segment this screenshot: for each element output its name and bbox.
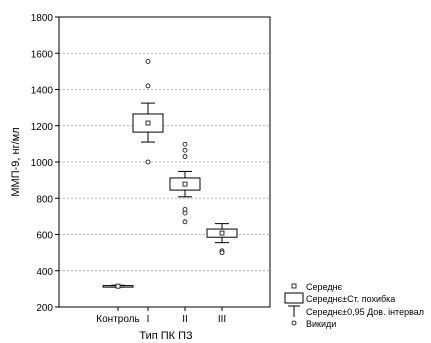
- outlier-point: [145, 83, 151, 89]
- mean-marker: [182, 181, 188, 187]
- outlier-point: [145, 159, 151, 165]
- outlier-point: [182, 154, 188, 159]
- legend: Середнє Середнє±Ст. похибка Середнє±0,95 Д…: [284, 282, 424, 329]
- x-tick-label: II: [182, 314, 188, 325]
- y-tick-label: 1400: [31, 86, 54, 97]
- y-tick-label: 400: [36, 267, 53, 278]
- y-axis: 200 400 600 800 1000 1200 1400 1600 1800: [31, 13, 59, 314]
- y-tick-label: 1800: [31, 13, 54, 24]
- y-tick-label: 800: [36, 194, 53, 205]
- y-tick-label: 1200: [31, 122, 54, 133]
- mean-marker: [219, 230, 225, 236]
- x-tick-label: Контроль: [96, 314, 139, 325]
- y-axis-label: ММП-9, нг/мл: [10, 127, 22, 196]
- outlier-point: [145, 59, 151, 64]
- x-axis: Контроль I II III: [96, 307, 226, 325]
- legend-label: Викиди: [306, 319, 336, 329]
- outlier-point: [182, 219, 188, 225]
- y-tick-label: 600: [36, 231, 53, 242]
- legend-outlier-symbol: [291, 320, 297, 326]
- legend-label: Середнє±Ст. похибка: [306, 294, 395, 304]
- legend-mean-symbol: [291, 283, 297, 289]
- x-tick-label: I: [147, 314, 150, 325]
- mean-marker: [115, 283, 121, 289]
- mean-marker: [145, 120, 151, 126]
- x-axis-label: Тип ПК ПЗ: [139, 330, 193, 342]
- legend-label: Середнє±0,95 Дов. інтервал: [306, 307, 424, 317]
- legend-label: Середнє: [306, 282, 343, 292]
- legend-box-symbol: [284, 292, 304, 304]
- grid-lines: [59, 52, 270, 272]
- y-tick-label: 200: [36, 303, 53, 314]
- box-series: [102, 59, 238, 289]
- outlier-point: [219, 250, 225, 256]
- x-tick-label: III: [218, 314, 226, 325]
- y-tick-label: 1600: [31, 49, 54, 60]
- outlier-point: [182, 147, 188, 153]
- outlier-point: [182, 141, 188, 147]
- y-tick-label: 1000: [31, 158, 54, 169]
- outlier-point: [182, 210, 188, 216]
